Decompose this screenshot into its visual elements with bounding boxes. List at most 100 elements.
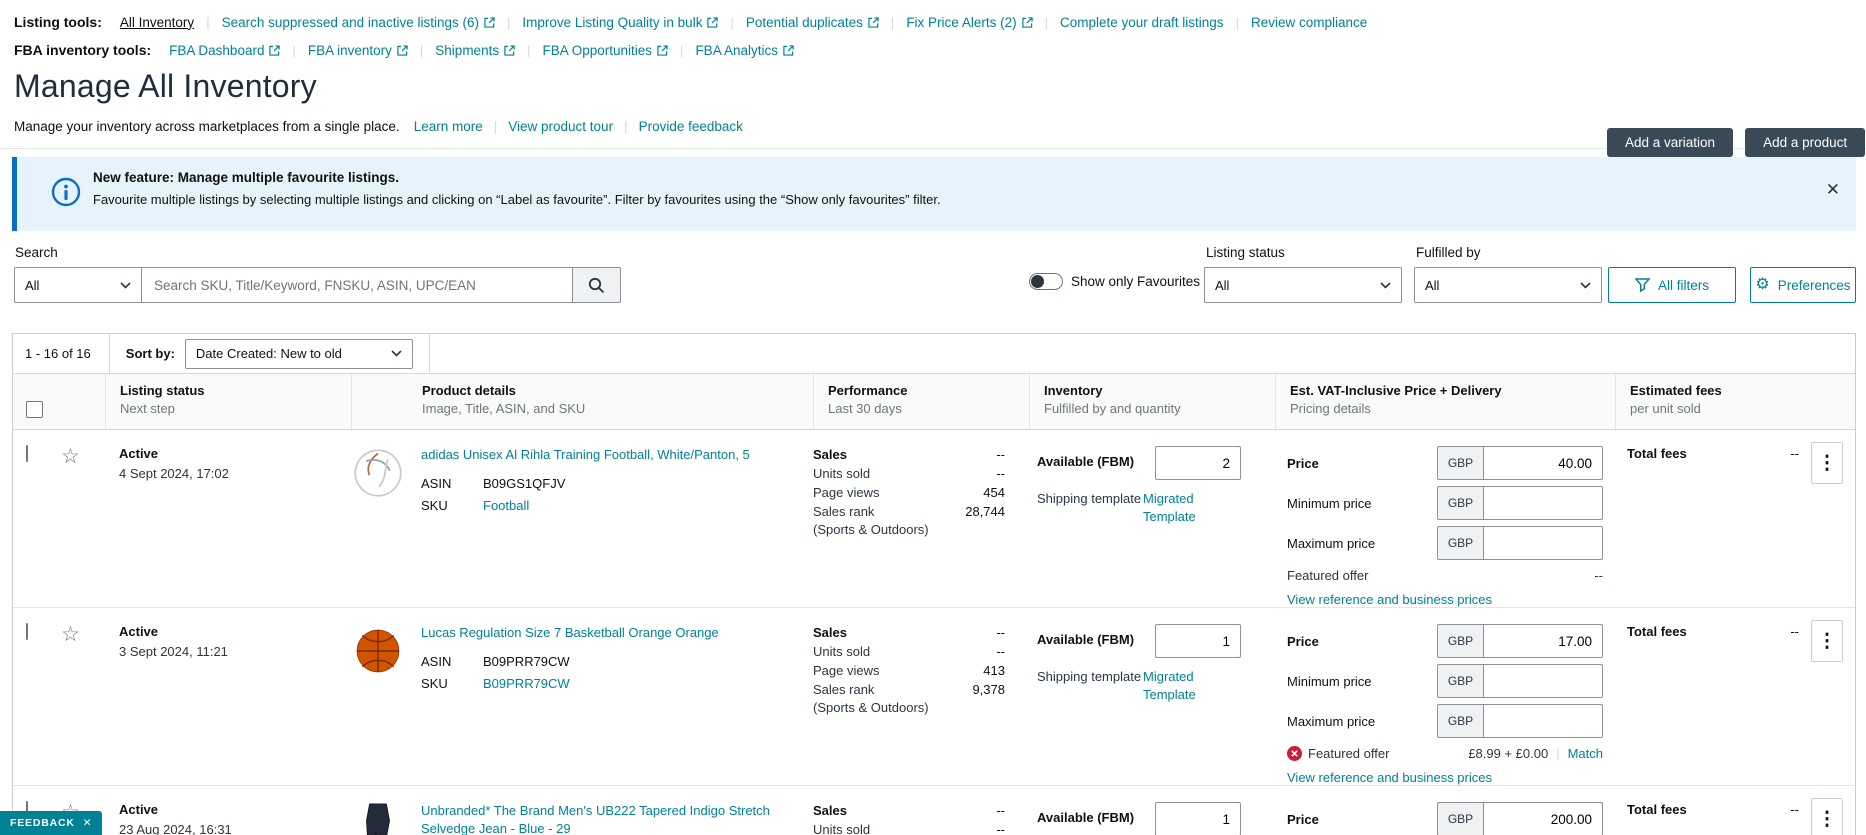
product-tour-link[interactable]: View product tour — [508, 119, 614, 134]
header-actions: Add a variation Add a product — [1607, 128, 1866, 157]
asin-label: ASIN — [421, 475, 452, 491]
product-details-cell: Unbranded* The Brand Men's UB222 Tapered… — [351, 786, 813, 835]
alert-circle-icon — [1287, 746, 1302, 761]
status-badge: Active — [119, 624, 159, 639]
sort-select[interactable]: Date Created: New to old — [184, 338, 413, 369]
reference-prices-link[interactable]: View reference and business prices — [1287, 770, 1492, 785]
chevron-down-icon — [120, 281, 131, 289]
link-draft-listings[interactable]: Complete your draft listings — [1059, 14, 1224, 30]
preferences-button[interactable]: ⚙ Preferences — [1750, 267, 1856, 303]
listing-tools-label: Listing tools: — [14, 14, 102, 30]
add-variation-button[interactable]: Add a variation — [1607, 128, 1734, 157]
link-shipments[interactable]: Shipments — [435, 43, 515, 58]
price-input[interactable] — [1483, 802, 1603, 835]
price-label: Price — [1287, 455, 1319, 471]
search-icon — [588, 277, 605, 293]
table-row: ☆ Active 4 Sept 2024, 17:02 adidas Unise… — [13, 430, 1855, 608]
total-fees-label: Total fees — [1627, 446, 1687, 461]
sku-link[interactable]: B09PRR79CW — [483, 675, 570, 691]
feedback-badge[interactable]: FEEDBACK ✕ — [0, 811, 103, 835]
link-fba-opportunities[interactable]: FBA Opportunities — [542, 43, 668, 58]
performance-cell: Sales-- Units sold-- Page views — [813, 786, 1029, 835]
product-image-football — [351, 446, 405, 500]
row-checkbox[interactable] — [26, 623, 28, 640]
sku-label: SKU — [421, 497, 448, 513]
new-feature-banner: New feature: Manage multiple favourite l… — [12, 157, 1856, 231]
max-price-input[interactable] — [1483, 704, 1603, 738]
product-title-link[interactable]: adidas Unisex Al Rihla Training Football… — [421, 447, 750, 462]
link-review-compliance[interactable]: Review compliance — [1250, 14, 1368, 30]
link-fix-price-alerts[interactable]: Fix Price Alerts (2) — [906, 15, 1033, 30]
inventory-cell: Available (FBM) Shipping template Migrat… — [1029, 786, 1275, 835]
funnel-icon — [1634, 278, 1650, 292]
product-title-link[interactable]: Lucas Regulation Size 7 Basketball Orang… — [421, 625, 719, 640]
reference-prices-link[interactable]: View reference and business prices — [1287, 592, 1492, 607]
quantity-input[interactable] — [1155, 802, 1241, 835]
link-fba-analytics[interactable]: FBA Analytics — [695, 43, 794, 58]
banner-close-icon[interactable]: ✕ — [1825, 180, 1840, 199]
page-subtitle: Manage your inventory across marketplace… — [14, 119, 400, 134]
kebab-menu-icon[interactable]: ⋮ — [1811, 620, 1843, 662]
kebab-menu-icon[interactable]: ⋮ — [1811, 442, 1843, 484]
fees-cell: Total fees -- ⋮ — [1615, 786, 1855, 835]
row-checkbox[interactable] — [26, 801, 28, 818]
performance-cell: Sales -- Units sold -- Page views 413 Sales… — [813, 625, 1005, 716]
external-link-icon — [397, 44, 408, 56]
all-filters-button[interactable]: All filters — [1608, 267, 1736, 303]
link-fba-inventory[interactable]: FBA inventory — [308, 43, 408, 58]
row-checkbox[interactable] — [26, 445, 28, 462]
learn-more-link[interactable]: Learn more — [413, 119, 483, 134]
external-link-icon — [868, 16, 879, 28]
sort-value: Date Created: New to old — [195, 346, 342, 361]
separator: | — [1556, 746, 1560, 761]
quantity-input[interactable] — [1155, 446, 1241, 480]
min-price-input[interactable] — [1483, 664, 1603, 698]
shipping-template-link[interactable]: Migrated Template — [1143, 669, 1196, 703]
performance-cell: Sales -- Units sold -- Page views 454 Sales… — [813, 447, 1005, 538]
listing-status-select[interactable]: All — [1204, 267, 1402, 303]
sku-link[interactable]: Football — [483, 497, 530, 513]
kebab-menu-icon[interactable]: ⋮ — [1811, 798, 1843, 835]
product-title-link[interactable]: Unbranded* The Brand Men's UB222 Tapered… — [421, 803, 770, 835]
add-product-button[interactable]: Add a product — [1745, 128, 1866, 157]
price-input[interactable] — [1483, 446, 1603, 480]
col-product-details: Product details Image, Title, ASIN, and … — [351, 374, 813, 429]
search-input[interactable] — [141, 267, 573, 303]
search-scope-select[interactable]: All — [14, 267, 141, 303]
listing-status-cell: Active 3 Sept 2024, 11:21 — [105, 608, 351, 785]
shipping-template-link[interactable]: Migrated Template — [1143, 491, 1196, 525]
provide-feedback-link[interactable]: Provide feedback — [638, 119, 743, 134]
product-details-cell: Lucas Regulation Size 7 Basketball Orang… — [351, 608, 813, 785]
currency-badge: GBP — [1437, 802, 1483, 835]
close-icon[interactable]: ✕ — [82, 817, 93, 829]
show-favourites-toggle[interactable] — [1029, 273, 1063, 290]
table-header: Listing status Next step Product details… — [13, 374, 1855, 430]
min-price-label: Minimum price — [1287, 495, 1372, 511]
favourite-star-icon[interactable]: ☆ — [53, 446, 80, 467]
listing-status-label: Listing status — [1206, 245, 1285, 260]
link-suppressed-listings[interactable]: Search suppressed and inactive listings … — [222, 15, 495, 30]
match-price-link[interactable]: Match — [1567, 746, 1603, 761]
created-date: 4 Sept 2024, 17:02 — [119, 466, 229, 481]
fulfilled-by-select[interactable]: All — [1414, 267, 1602, 303]
price-input[interactable] — [1483, 624, 1603, 658]
status-badge: Active — [119, 446, 159, 461]
search-button[interactable] — [573, 267, 621, 303]
currency-badge: GBP — [1437, 624, 1483, 658]
favourite-star-icon[interactable]: ☆ — [53, 624, 80, 645]
currency-badge: GBP — [1437, 664, 1483, 698]
min-price-input[interactable] — [1483, 486, 1603, 520]
link-improve-quality[interactable]: Improve Listing Quality in bulk — [522, 15, 719, 30]
units-sold-value: -- — [996, 821, 1005, 835]
link-fba-dashboard[interactable]: FBA Dashboard — [169, 43, 281, 58]
banner-title: New feature: Manage multiple favourite l… — [93, 170, 400, 185]
max-price-input[interactable] — [1483, 526, 1603, 560]
select-all-checkbox[interactable] — [26, 401, 43, 418]
sales-rank-value: 9,378 — [972, 681, 1005, 697]
quantity-input[interactable] — [1155, 624, 1241, 658]
link-potential-duplicates[interactable]: Potential duplicates — [746, 15, 879, 30]
toggle-knob — [1031, 275, 1044, 288]
currency-badge: GBP — [1437, 446, 1483, 480]
fba-tools-bar: FBA inventory tools: FBA Dashboard FBA i… — [0, 42, 1866, 58]
link-all-inventory[interactable]: All Inventory — [119, 14, 195, 30]
